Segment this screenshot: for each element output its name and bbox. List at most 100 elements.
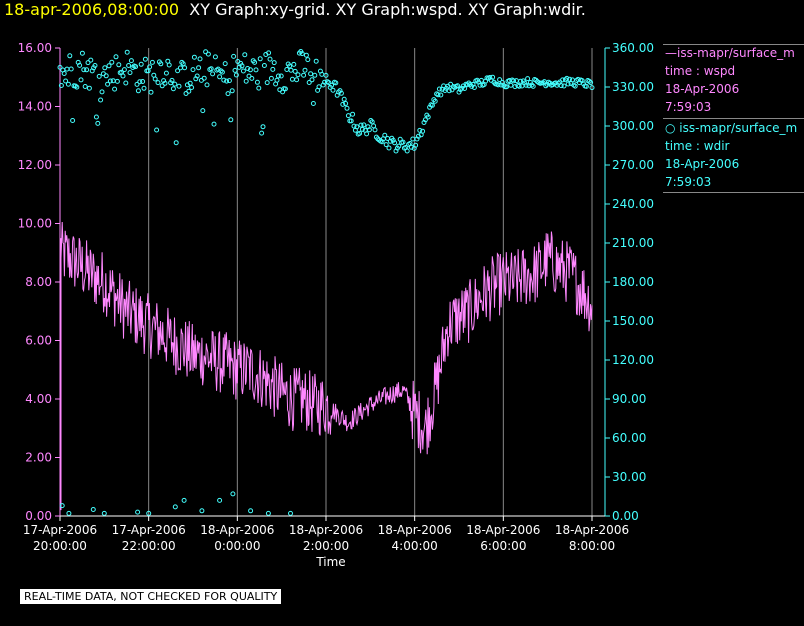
wdir-point (103, 73, 109, 79)
legend-divider-top (663, 44, 804, 45)
wdir-point (271, 60, 277, 66)
wdir-point (256, 85, 262, 91)
wdir-point (288, 67, 294, 73)
wdir-point (105, 81, 111, 87)
wdir-point (141, 85, 147, 91)
wdir-point (245, 66, 251, 71)
wdir-point (158, 61, 164, 67)
wdir-point (400, 139, 406, 145)
wdir-point (344, 105, 350, 111)
wdir-point (525, 76, 531, 82)
wdir-point (572, 83, 578, 89)
legend-wdir-source: iss-mapr/surface_m (679, 121, 798, 135)
wdir-point (425, 114, 431, 120)
wdir-point (126, 63, 132, 68)
wdir-point-low (59, 503, 65, 509)
y-right-tick-label: 120.00 (612, 353, 654, 367)
wdir-point (291, 61, 297, 67)
wdir-point (182, 65, 188, 71)
wdir-point (357, 130, 363, 136)
y-right-tick-label: 0.00 (612, 509, 639, 523)
y-right-tick-label: 150.00 (612, 314, 654, 328)
wdir-point (329, 82, 335, 88)
legend-wspd-date: 18-Apr-2006 (665, 82, 740, 96)
wdir-point (116, 62, 122, 68)
wdir-point (543, 83, 549, 89)
wdir-point (226, 78, 232, 84)
wdir-point (191, 54, 197, 60)
wdir-point (228, 117, 234, 123)
wdir-point (127, 70, 133, 76)
wdir-point (278, 73, 284, 79)
wdir-point (64, 66, 70, 72)
y-left-tick-label: 0.00 (25, 509, 52, 523)
wdir-point (565, 81, 571, 87)
wdir-point (560, 77, 566, 83)
wdir-point-low (217, 497, 223, 503)
wdir-point (260, 124, 266, 130)
wdir-point-low (172, 504, 178, 510)
wdir-point (390, 137, 396, 143)
wdir-point (396, 143, 402, 149)
wdir-point-low (248, 508, 254, 514)
wdir-point-low (90, 507, 96, 512)
wdir-point (364, 131, 370, 137)
wdir-point (219, 69, 225, 75)
wdir-point (114, 78, 120, 84)
wdir-point (417, 127, 423, 133)
y-right-tick-label: 360.00 (612, 41, 654, 55)
wdir-point (99, 89, 105, 95)
wdir-point (166, 62, 172, 68)
wdir-point (436, 86, 442, 92)
wdir-point (455, 83, 461, 89)
wdir-point (435, 92, 441, 98)
wdir-point (142, 56, 148, 62)
wdir-point (456, 89, 462, 95)
graph-timestamp: 18-apr-2006,08:00:00 (4, 0, 180, 19)
wdir-point (333, 80, 339, 86)
wdir-point (316, 84, 322, 90)
wdir-point (84, 67, 90, 73)
wdir-point (196, 65, 202, 71)
legend-wspd-time: 7:59:03 (665, 100, 712, 114)
wdir-point (368, 118, 374, 123)
wdir-point (284, 67, 290, 72)
wdir-point (511, 78, 517, 84)
wdir-point (204, 82, 210, 88)
wdir-point (341, 96, 347, 102)
x-tick-label-time: 6:00:00 (480, 539, 526, 553)
wdir-point (65, 81, 71, 87)
wdir-point (561, 83, 567, 89)
legend-divider-middle (663, 118, 804, 119)
x-tick-label-time: 8:00:00 (569, 539, 615, 553)
legend-wspd-source: iss-mapr/surface_m (677, 46, 795, 60)
y-left-tick-label: 14.00 (18, 100, 52, 114)
wdir-point (508, 82, 514, 88)
wdir-point (252, 59, 258, 65)
wdir-point-low (101, 510, 107, 516)
wdir-point (383, 142, 389, 148)
wdir-point (354, 124, 360, 130)
wdir-point (163, 70, 169, 76)
wdir-point (518, 78, 524, 84)
wdir-point (527, 80, 533, 85)
y-right-tick-label: 60.00 (612, 431, 646, 445)
wdir-point (102, 65, 108, 71)
wdir-point (558, 83, 564, 89)
y-right-tick-label: 30.00 (612, 470, 646, 484)
wspd-line (59, 221, 593, 455)
legend-wspd-variable: time : wspd (665, 64, 736, 78)
wdir-point (200, 108, 206, 114)
quality-disclaimer: REAL-TIME DATA, NOT CHECKED FOR QUALITY (20, 589, 282, 604)
y-left-tick-label: 4.00 (25, 392, 52, 406)
wdir-point (240, 68, 246, 74)
wdir-point (186, 88, 192, 94)
legend-circle-swatch: ○ (665, 121, 680, 135)
wdir-point (85, 60, 91, 66)
wdir-point-low (230, 491, 236, 497)
wdir-point (243, 78, 249, 84)
wdir-point (350, 111, 356, 117)
legend-wdir: ○ iss-mapr/surface_m time : wdir 18-Apr-… (665, 119, 797, 191)
wdir-point (268, 75, 274, 81)
wdir-point (197, 56, 203, 62)
